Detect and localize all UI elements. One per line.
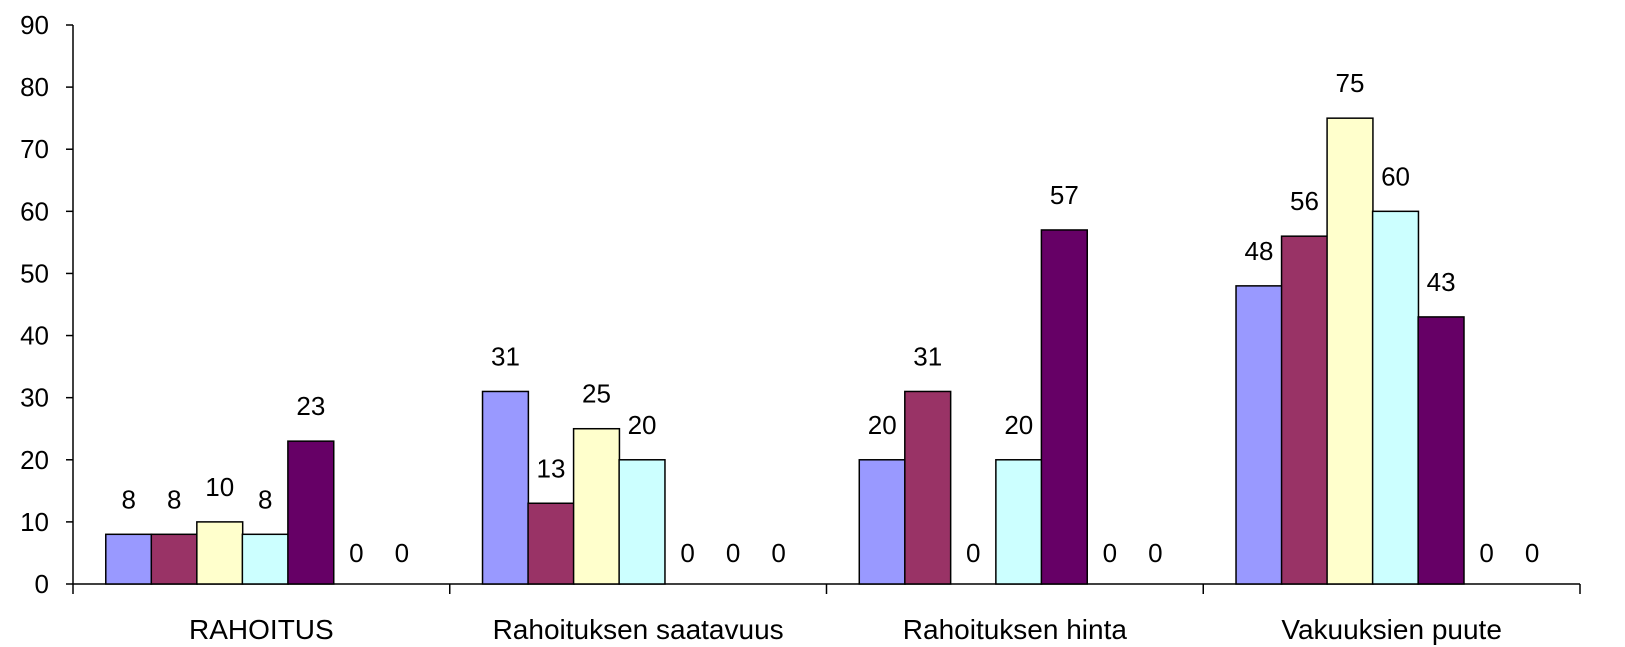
bar — [904, 390, 952, 585]
data-label: 48 — [1244, 236, 1273, 266]
data-label: 0 — [395, 538, 409, 568]
y-tick-label: 80 — [20, 72, 49, 102]
bars — [105, 117, 1465, 585]
data-label: 20 — [1004, 410, 1033, 440]
y-axis: 0 10 20 30 40 50 60 70 80 90 — [20, 10, 74, 599]
data-label: 0 — [1148, 538, 1162, 568]
y-tick-label: 90 — [20, 10, 49, 40]
y-tick-label: 70 — [20, 134, 49, 164]
category-label: RAHOITUS — [189, 614, 334, 645]
data-label: 31 — [491, 341, 520, 371]
data-label: 0 — [726, 538, 740, 568]
data-label: 0 — [1103, 538, 1117, 568]
bar — [572, 427, 621, 585]
data-label: 75 — [1336, 68, 1365, 98]
data-label: 0 — [680, 538, 694, 568]
data-label: 25 — [582, 379, 611, 409]
bar — [241, 533, 289, 585]
data-label: 8 — [167, 484, 181, 514]
y-tick-label: 40 — [20, 321, 49, 351]
bar — [481, 390, 530, 585]
data-label: 0 — [966, 538, 980, 568]
data-label: 0 — [349, 538, 363, 568]
y-tick-label: 30 — [20, 383, 49, 413]
data-label: 23 — [296, 391, 325, 421]
data-label: 60 — [1381, 161, 1410, 191]
data-label: 20 — [628, 410, 657, 440]
bar — [1280, 235, 1329, 585]
data-label: 0 — [771, 538, 785, 568]
y-tick-label: 60 — [20, 196, 49, 226]
bar — [196, 521, 244, 585]
bar — [150, 533, 198, 585]
bar — [1326, 117, 1374, 585]
data-label: 13 — [537, 453, 566, 483]
bar — [995, 459, 1043, 585]
bar — [1417, 316, 1465, 585]
data-label: 31 — [913, 341, 942, 371]
bar — [1040, 229, 1088, 585]
data-label: 0 — [1525, 538, 1539, 568]
data-label: 43 — [1427, 267, 1456, 297]
category-label: Vakuuksien puute — [1281, 614, 1502, 645]
data-label: 8 — [121, 484, 135, 514]
data-label: 10 — [205, 472, 234, 502]
category-label: Rahoituksen hinta — [903, 614, 1128, 645]
data-labels: 8 8 10 8 23 0 0 31 13 25 20 0 0 0 20 31 0 20 57 0 0 48 56 75 60 4… — [121, 68, 1539, 568]
category-label: Rahoituksen saatavuus — [493, 614, 784, 645]
y-tick-label: 0 — [35, 569, 49, 599]
y-tick-label: 10 — [20, 507, 49, 537]
y-tick-label: 50 — [20, 258, 49, 288]
bar — [1235, 285, 1283, 585]
data-label: 20 — [868, 410, 897, 440]
bar — [527, 502, 575, 585]
bar — [1371, 210, 1420, 585]
bar — [858, 459, 906, 585]
bar — [105, 533, 153, 585]
data-label: 57 — [1050, 180, 1079, 210]
bar — [618, 459, 666, 585]
data-label: 56 — [1290, 186, 1319, 216]
bar — [287, 440, 335, 585]
data-label: 8 — [258, 484, 272, 514]
x-axis: RAHOITUS Rahoituksen saatavuus Rahoituksen… — [72, 583, 1581, 645]
data-label: 0 — [1479, 538, 1493, 568]
y-tick-label: 20 — [20, 445, 49, 475]
